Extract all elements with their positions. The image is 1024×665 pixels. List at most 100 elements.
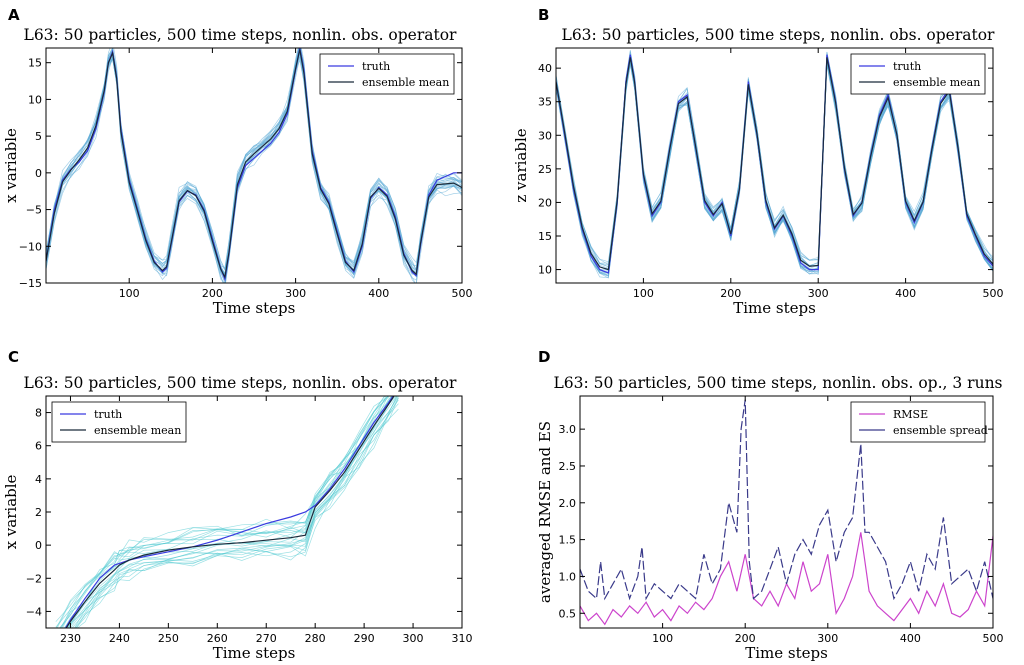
y-tick-label: 2 [35,506,42,519]
legend-label: RMSE [893,408,928,421]
x-tick-label: 100 [652,632,673,645]
particle-line [71,399,399,628]
particle-line [68,396,399,628]
x-tick-label: 310 [452,632,473,645]
x-tick-label: 400 [900,632,921,645]
plot-area [55,396,399,628]
y-tick-label: 10 [28,93,42,106]
y-tick-label: 1.5 [559,534,577,547]
x-tick-label: 300 [808,287,829,300]
x-tick-label: 290 [354,632,375,645]
x-tick-label: 500 [452,287,473,300]
series-line-ensemble-mean [46,49,462,279]
plot-area [46,48,462,283]
particle-line [59,396,392,628]
x-tick-label: 260 [207,632,228,645]
particle-line [74,397,399,628]
x-tick-label: 230 [60,632,81,645]
panel-letter: A [8,6,20,24]
legend-box [850,53,986,95]
x-axis-label: Time steps [213,644,296,662]
y-tick-label: 4 [35,473,42,486]
y-tick-label: −15 [19,277,42,290]
y-tick-label: 2.0 [559,497,577,510]
y-axis-label: x variable [2,128,20,203]
axes-frame [45,47,463,284]
y-tick-label: −4 [26,605,42,618]
particle-line [556,61,993,277]
x-tick-label: 200 [720,287,741,300]
legend-label: ensemble mean [362,76,449,89]
particle-line [46,57,462,283]
y-tick-label: −5 [26,204,42,217]
panel-letter: B [538,6,549,24]
y-axis-label: z variable [512,128,530,202]
chart-title: L63: 50 particles, 500 time steps, nonli… [24,26,458,44]
x-tick-label: 200 [202,287,223,300]
x-tick-label: 300 [817,632,838,645]
y-tick-label: 0 [35,167,42,180]
y-tick-label: 1.0 [559,570,577,583]
axes-frame [555,47,994,284]
legend-label: ensemble mean [893,76,980,89]
legend-box [51,401,187,443]
y-tick-label: 0.5 [559,607,577,620]
x-tick-label: 300 [403,632,424,645]
x-tick-label: 280 [305,632,326,645]
y-tick-label: 6 [35,440,42,453]
series-line-ensemble-mean [65,396,395,628]
particle-line [55,396,386,628]
legend-label: ensemble mean [94,424,181,437]
y-tick-label: 40 [538,62,552,75]
y-tick-label: 15 [28,57,42,70]
chart-title: L63: 50 particles, 500 time steps, nonli… [562,26,996,44]
legend-label: ensemble spread [893,424,988,437]
legend: RMSE ensemble spread [850,401,988,443]
plot-area [580,399,993,626]
particle-line [76,396,398,628]
x-tick-label: 200 [735,632,756,645]
panel-letter: D [538,348,550,366]
particle-line [75,408,399,628]
x-tick-label: 400 [368,287,389,300]
y-tick-label: −2 [26,572,42,585]
legend-label: truth [94,408,122,421]
particle-line [75,403,399,628]
y-tick-label: 2.5 [559,460,577,473]
y-tick-label: 30 [538,129,552,142]
y-tick-label: 35 [538,96,552,109]
x-tick-label: 100 [633,287,654,300]
axes-frame [579,395,994,629]
panel-letter: C [8,348,19,366]
y-tick-label: 0 [35,539,42,552]
panel-c: C L63: 50 particles, 500 time steps, nonl… [2,348,473,662]
chart-title: L63: 50 particles, 500 time steps, nonli… [553,374,1002,392]
x-tick-label: 500 [983,632,1004,645]
series-line-truth [64,396,394,628]
legend-box [319,53,455,95]
series-line-RMSE [580,532,993,626]
legend: truth ensemble mean [319,53,455,95]
legend: truth ensemble mean [51,401,187,443]
x-axis-label: Time steps [745,644,828,662]
x-tick-label: 500 [983,287,1004,300]
y-tick-label: 10 [538,264,552,277]
x-axis-label: Time steps [213,299,296,317]
x-tick-label: 270 [256,632,277,645]
y-tick-label: 20 [538,196,552,209]
legend-box [850,401,986,443]
y-tick-label: 8 [35,407,42,420]
x-tick-label: 300 [285,287,306,300]
x-tick-label: 100 [119,287,140,300]
particle-line [56,396,390,628]
x-tick-label: 400 [895,287,916,300]
y-axis-label: averaged RMSE and ES [536,421,554,603]
x-axis-label: Time steps [733,299,816,317]
chart-title: L63: 50 particles, 500 time steps, nonli… [24,374,458,392]
ensemble-particles [55,396,399,628]
series-line-ensemble-mean [556,57,993,271]
y-tick-label: 15 [538,230,552,243]
